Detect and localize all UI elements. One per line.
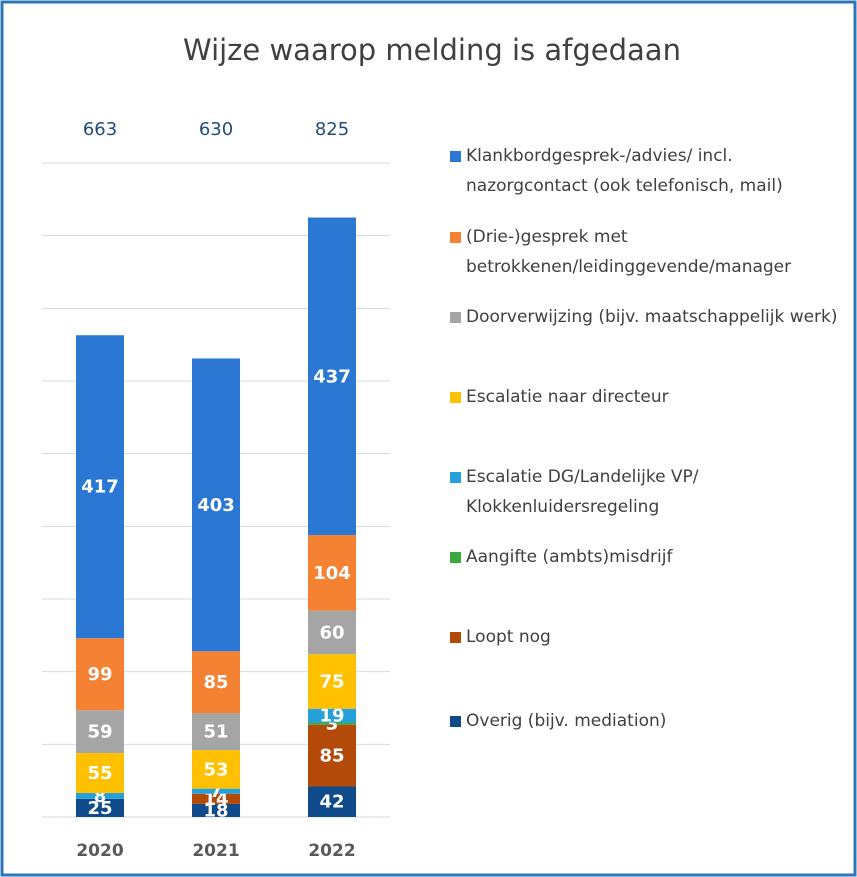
legend-label: (Drie-)gesprek met betrokkenen/leidingge… [466,227,792,277]
legend-label: Loopt nog [466,627,551,647]
bar-segment [308,654,356,709]
x-tick-label: 2021 [192,841,239,861]
bar-segment [308,610,356,655]
data-label: 18 [203,800,228,821]
legend-label: Doorverwijzing (bijv. maatschappelijk we… [466,307,838,327]
data-label: 104 [313,563,351,584]
data-label: 51 [203,722,228,743]
x-tick-label: 2022 [308,841,355,861]
data-label: 60 [319,622,344,643]
data-label: 53 [203,759,228,780]
total-label: 825 [315,119,349,140]
legend-swatch [450,552,461,563]
bar-segment [308,708,356,723]
data-label: 42 [319,792,344,813]
legend-swatch [450,632,461,643]
legend-label: Escalatie naar directeur [466,387,669,407]
data-label: 85 [203,672,228,693]
bar-segment [308,217,356,536]
legend-label: Overig (bijv. mediation) [466,711,667,731]
bar-segment [76,638,124,711]
bar-segment [76,335,124,639]
bar-segment [308,724,356,787]
bar-segment [192,793,240,804]
chart-title: Wijze waarop melding is afgedaan [183,33,681,67]
data-label: 14 [203,789,228,810]
legend-swatch [450,151,461,162]
bar-segment [308,786,356,817]
data-label: 437 [313,366,351,387]
total-label: 630 [199,119,233,140]
data-label: 403 [197,495,235,516]
legend-label: Klankbordgesprek-/advies/ incl. nazorgco… [466,146,783,196]
data-label: 99 [87,664,112,685]
legend-swatch [450,472,461,483]
legend-swatch [450,716,461,727]
bar-segment [192,788,240,794]
legend-swatch [450,232,461,243]
bar-segment [308,535,356,611]
bar-segment [76,710,124,754]
data-label: 19 [319,706,344,727]
bar-segment [308,722,356,725]
bar-segment [192,750,240,789]
bar-segment [76,798,124,817]
legend-swatch [450,312,461,323]
data-label: 59 [87,722,112,743]
bar-segment [192,803,240,817]
data-label: 75 [319,671,344,692]
bar-segment [192,651,240,714]
data-label: 55 [87,763,112,784]
total-label: 663 [83,119,117,140]
bar-segment [192,358,240,652]
bar-segment [76,753,124,794]
data-label: 85 [319,746,344,767]
legend-label: Escalatie DG/Landelijke VP/ Klokkenluide… [466,467,699,517]
data-label: 417 [81,477,119,498]
bar-segment [192,713,240,751]
legend-label: Aangifte (ambts)misdrijf [466,547,673,567]
bar-segment [76,793,124,799]
data-label: 25 [87,798,112,819]
x-tick-label: 2020 [76,841,123,861]
legend-swatch [450,392,461,403]
